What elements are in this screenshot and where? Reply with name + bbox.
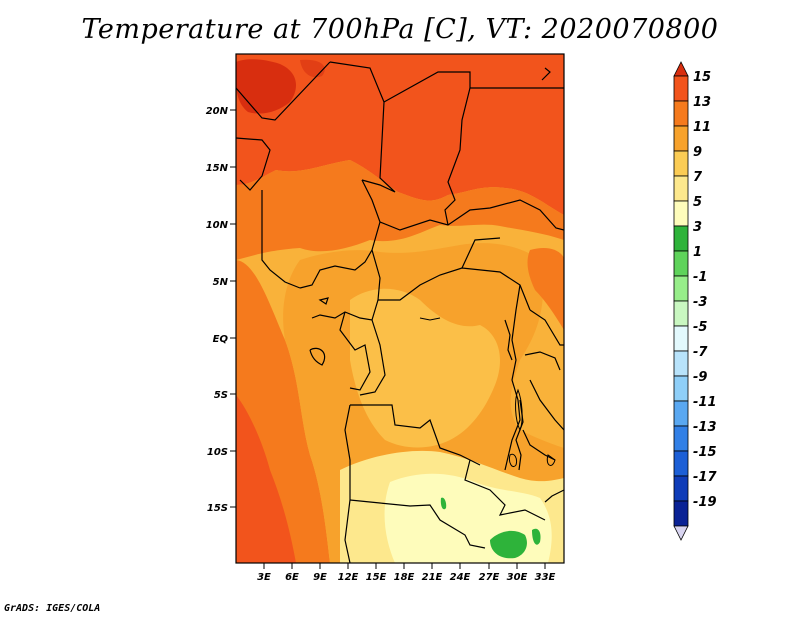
lat-label: 10S <box>207 447 228 458</box>
colorbar-label: -3 <box>693 295 707 310</box>
contour-band-7 <box>350 288 500 448</box>
lat-label: 20N <box>206 106 229 117</box>
colorbar-segment <box>673 500 689 527</box>
colorbar-segment <box>673 150 689 177</box>
contour-band-13 <box>236 54 564 215</box>
colorbar-label: 11 <box>693 120 711 135</box>
colorbar-label: -19 <box>693 495 717 510</box>
colorbar-segment <box>673 100 689 127</box>
lat-label: 5S <box>214 390 228 401</box>
colorbar-segment <box>673 275 689 302</box>
colorbar: 15 13 11 9 7 5 3 1 -1 -3 -5 -7 -9 -11 -13 -15 -17 -19 <box>673 61 717 541</box>
lon-label: 6E <box>285 572 299 583</box>
lon-label: 21E <box>422 572 443 583</box>
colorbar-segment <box>673 400 689 427</box>
colorbar-label: 7 <box>693 170 703 185</box>
colorbar-segment <box>673 175 689 202</box>
contour-band-1 <box>490 530 527 559</box>
colorbar-label: -1 <box>693 270 707 285</box>
colorbar-label: -13 <box>693 420 717 435</box>
colorbar-segment <box>673 475 689 502</box>
colorbar-segment <box>673 225 689 252</box>
lon-label: 15E <box>366 572 387 583</box>
lon-label: 9E <box>313 572 327 583</box>
colorbar-label: -9 <box>693 370 707 385</box>
contour-band-13-west <box>236 395 296 563</box>
colorbar-segment <box>673 375 689 402</box>
lakes <box>419 317 556 468</box>
lon-label: 3E <box>257 572 271 583</box>
lon-label: 30E <box>507 572 528 583</box>
lon-label: 12E <box>338 572 359 583</box>
contour-band-11-north <box>236 160 564 260</box>
colorbar-label: -5 <box>693 320 707 335</box>
map-title: Temperature at 700hPa [C], VT: 202007080… <box>81 14 719 45</box>
lat-axis: 20N 15N 10N 5N EQ 5S 10S 15S <box>206 106 236 514</box>
colorbar-segment <box>673 325 689 352</box>
lon-label: 18E <box>394 572 415 583</box>
contour-band-15b <box>300 59 325 78</box>
colorbar-label: 9 <box>693 145 702 160</box>
colorbar-label: 5 <box>693 195 702 210</box>
map-frame <box>235 53 565 564</box>
contour-band-1b <box>532 528 541 545</box>
colorbar-label: -11 <box>693 395 717 410</box>
lat-label: 5N <box>213 277 229 288</box>
lon-label: 33E <box>535 572 556 583</box>
country-borders <box>236 61 564 563</box>
lat-label: 15N <box>206 163 229 174</box>
colorbar-segment <box>673 61 689 77</box>
contour-band-1c <box>440 497 447 510</box>
colorbar-label: -17 <box>693 470 717 485</box>
lat-label: 15S <box>207 503 228 514</box>
temperature-field <box>236 54 564 563</box>
colorbar-segment <box>673 425 689 452</box>
colorbar-segment <box>673 250 689 277</box>
colorbar-label: 13 <box>693 95 711 110</box>
lat-label: 10N <box>206 220 229 231</box>
colorbar-segment <box>673 200 689 227</box>
lon-label: 24E <box>450 572 471 583</box>
colorbar-label: 3 <box>693 220 702 235</box>
colorbar-label: 1 <box>693 245 702 260</box>
colorbar-segment <box>673 125 689 152</box>
colorbar-segment <box>673 75 689 102</box>
grads-credit: GrADS: IGES/COLA <box>4 603 101 614</box>
contour-band-15 <box>236 59 296 114</box>
colorbar-label: -7 <box>693 345 708 360</box>
colorbar-segment <box>673 350 689 377</box>
colorbar-label: 15 <box>693 70 711 85</box>
colorbar-segment <box>673 450 689 477</box>
contour-band-11-east <box>527 247 564 330</box>
lat-label: EQ <box>213 334 229 345</box>
colorbar-segment <box>673 300 689 327</box>
colorbar-label: -15 <box>693 445 717 460</box>
lon-axis: 3E 6E 9E 12E 15E 18E 21E 24E 27E 30E 33E <box>257 563 556 583</box>
colorbar-segment <box>673 525 689 541</box>
lon-label: 27E <box>479 572 500 583</box>
